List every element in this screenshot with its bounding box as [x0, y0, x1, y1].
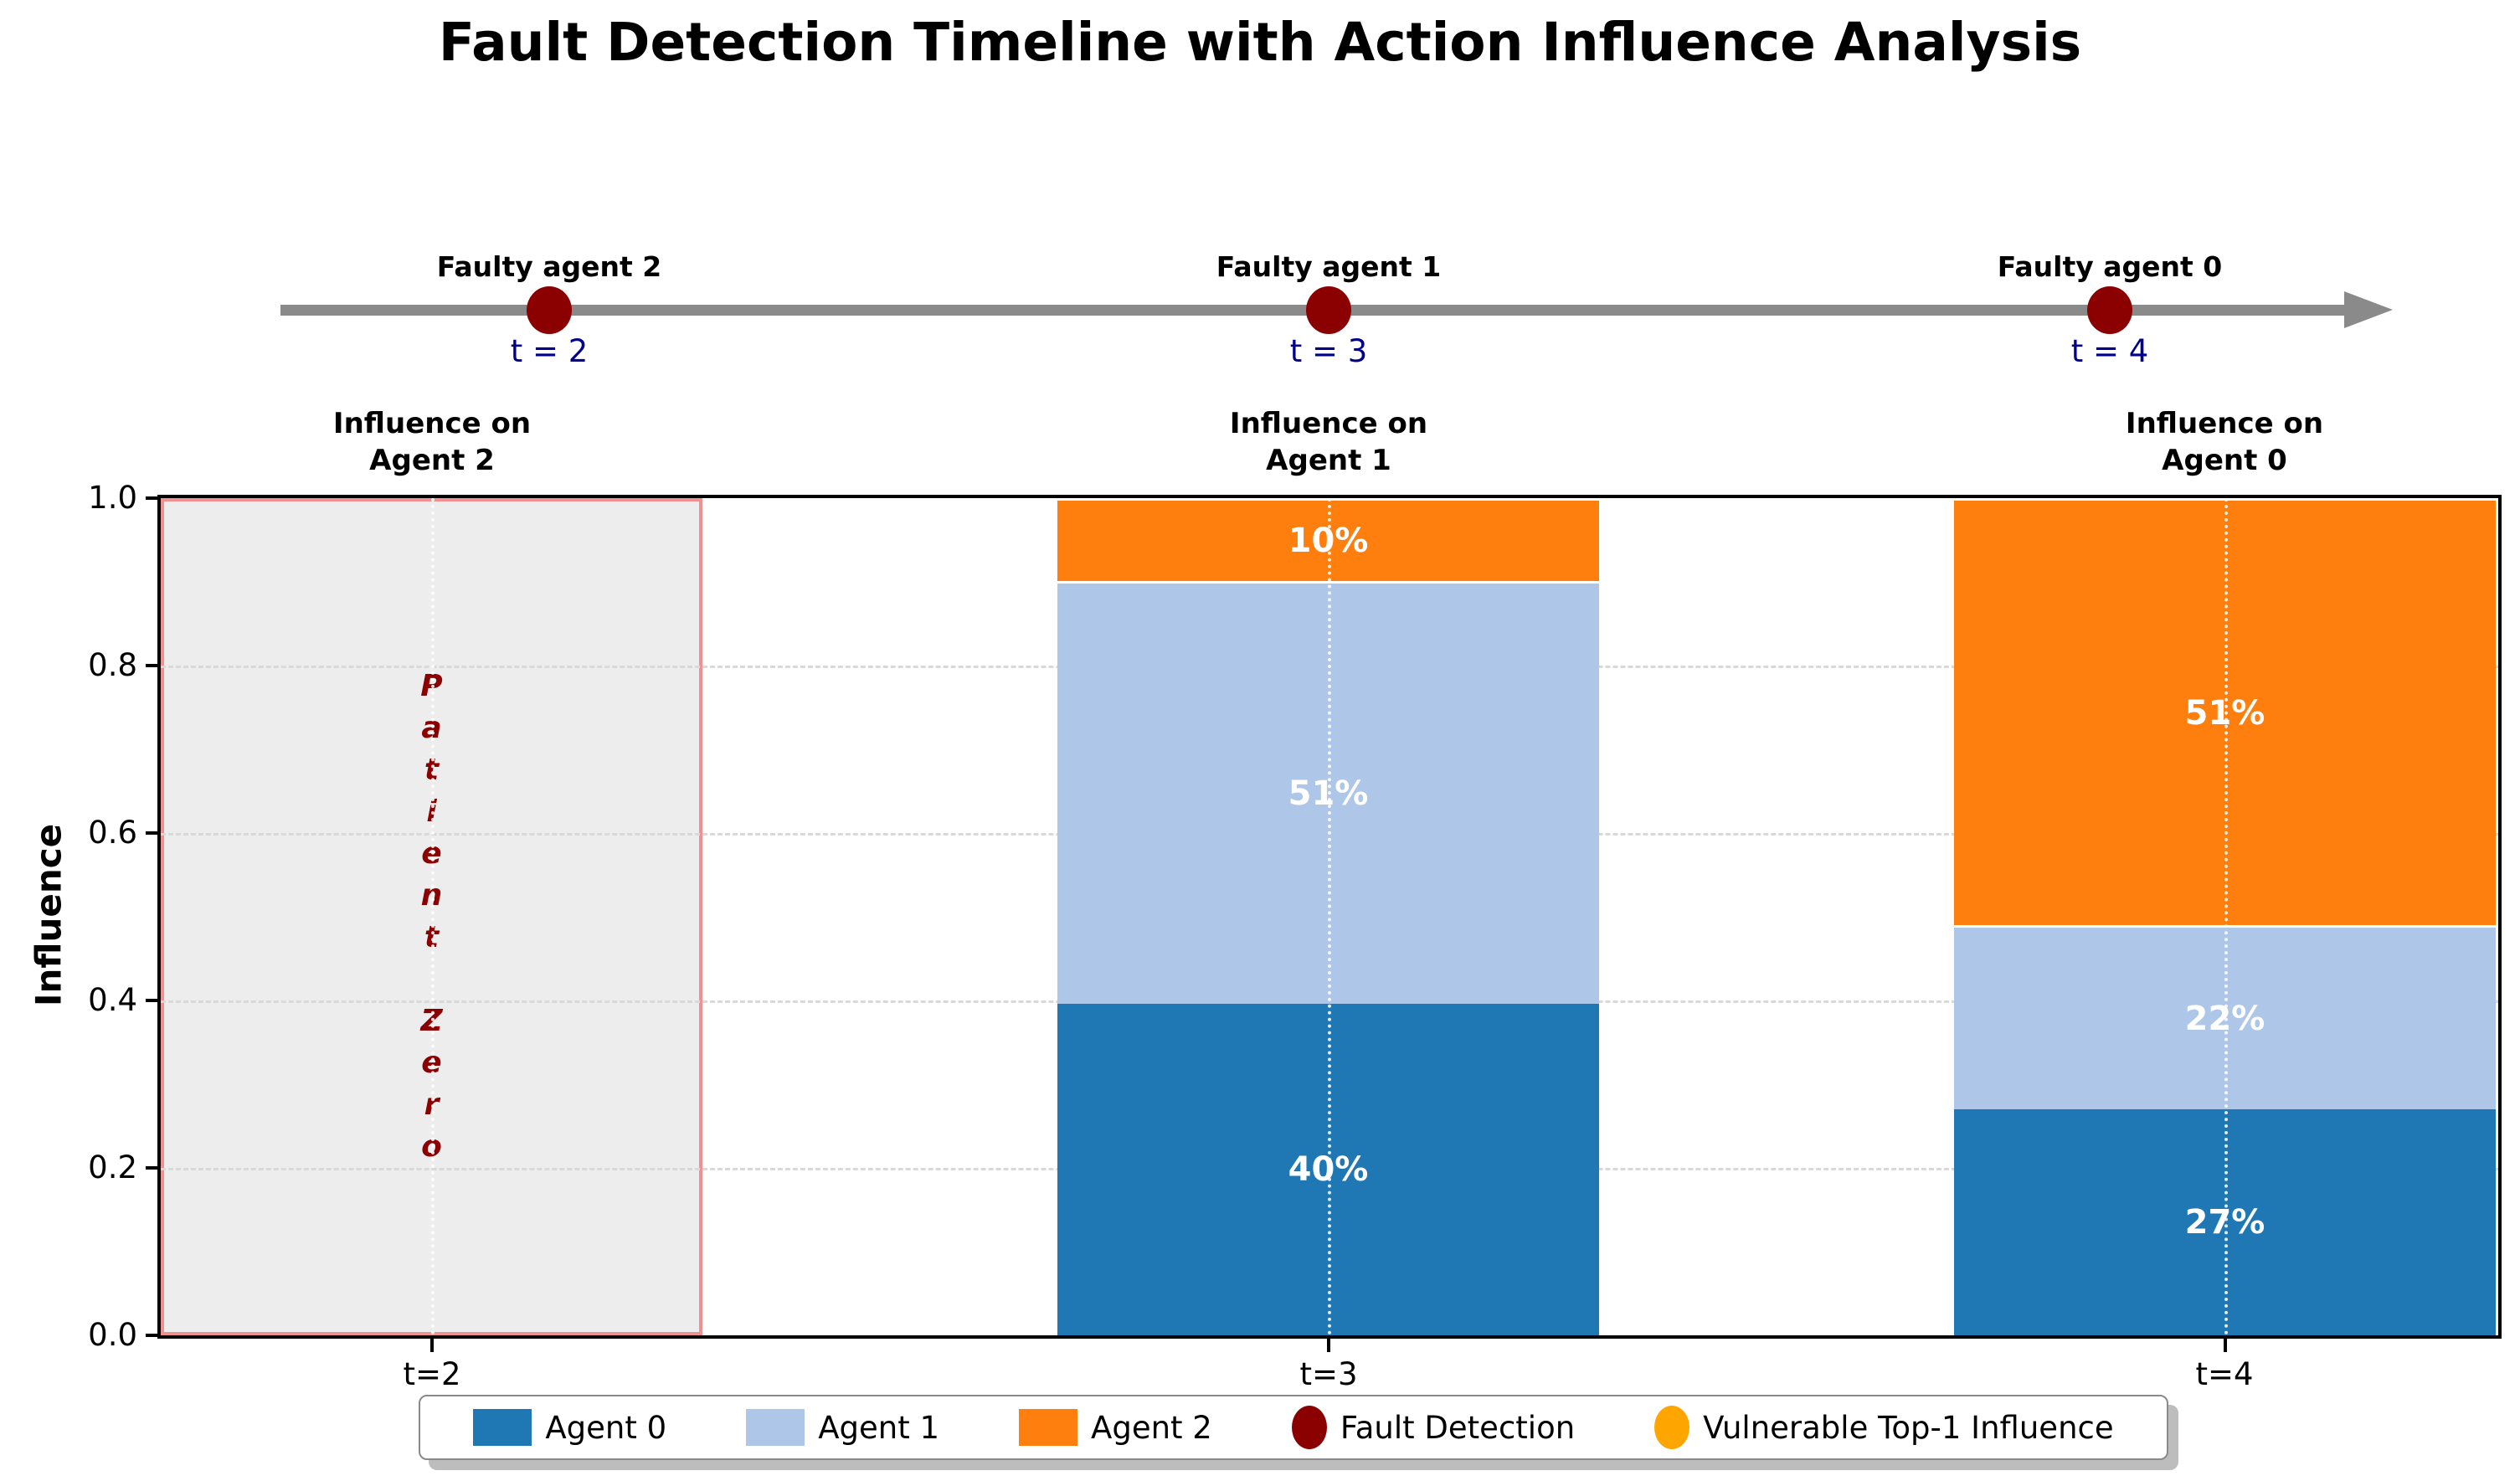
bar-center-guide	[431, 498, 435, 1335]
timeline-time-label: t = 3	[1289, 333, 1368, 369]
fault-detection-marker-icon	[527, 286, 572, 334]
chart-title: Fault Detection Timeline with Action Inf…	[438, 12, 2082, 73]
y-tick-label: 0.8	[88, 647, 137, 683]
y-tick-mark	[146, 496, 157, 500]
legend-item-agent1: Agent 1	[746, 1409, 939, 1446]
column-title: Influence on Agent 0	[2126, 405, 2323, 479]
legend-item-agent2: Agent 2	[1019, 1409, 1212, 1446]
legend-label: Vulnerable Top-1 Influence	[1703, 1409, 2114, 1446]
vulnerable-dot-icon	[1654, 1406, 1690, 1449]
y-tick-mark	[146, 664, 157, 667]
fault-detection-dot-icon	[1291, 1406, 1327, 1449]
y-tick-mark	[146, 1334, 157, 1337]
y-tick-label: 0.0	[88, 1317, 137, 1353]
x-tick-label: t=3	[1299, 1356, 1358, 1392]
x-tick-label: t=4	[2195, 1356, 2254, 1392]
legend-item-fault-detection: Fault Detection	[1291, 1406, 1576, 1449]
legend-label: Agent 0	[545, 1409, 667, 1446]
plot-area: P a t i e n t Z e r o 40% 51% 10% 27% 22…	[157, 495, 2502, 1339]
x-tick-label: t=2	[403, 1356, 461, 1392]
column-title-line2: Agent 0	[2162, 444, 2287, 477]
legend-label: Agent 2	[1091, 1409, 1212, 1446]
column-title-line2: Agent 1	[1266, 444, 1391, 477]
timeline-event-label: Faulty agent 2	[436, 250, 662, 283]
y-tick-label: 0.6	[88, 815, 137, 851]
bar-center-guide	[1328, 498, 1331, 1335]
column-title: Influence on Agent 2	[333, 405, 531, 479]
column-title-line1: Influence on	[332, 407, 532, 440]
timeline-event-label: Faulty agent 1	[1216, 250, 1442, 283]
timeline-arrowhead-icon	[2344, 291, 2393, 328]
agent1-swatch-icon	[746, 1409, 805, 1446]
x-tick-mark	[430, 1339, 434, 1352]
y-tick-label: 1.0	[88, 480, 137, 516]
x-tick-mark	[2224, 1339, 2227, 1352]
x-tick-mark	[1327, 1339, 1330, 1352]
bar-center-guide	[2224, 498, 2228, 1335]
y-tick-mark	[146, 831, 157, 835]
y-tick-mark	[146, 999, 157, 1002]
y-tick-label: 0.2	[88, 1149, 137, 1185]
fault-detection-marker-icon	[2087, 286, 2132, 334]
fault-detection-marker-icon	[1306, 286, 1351, 334]
timeline-time-label: t = 2	[510, 333, 589, 369]
column-title-line1: Influence on	[1229, 407, 1428, 440]
y-tick-mark	[146, 1166, 157, 1170]
legend-label: Fault Detection	[1340, 1409, 1576, 1446]
timeline-event-label: Faulty agent 0	[1997, 250, 2223, 283]
y-tick-label: 0.4	[88, 982, 137, 1018]
legend-item-agent0: Agent 0	[473, 1409, 666, 1446]
column-title: Influence on Agent 1	[1230, 405, 1427, 479]
agent2-swatch-icon	[1019, 1409, 1078, 1446]
column-title-line2: Agent 2	[369, 444, 495, 477]
timeline-time-label: t = 4	[2070, 333, 2149, 369]
legend: Agent 0 Agent 1 Agent 2 Fault Detection …	[419, 1395, 2168, 1460]
agent0-swatch-icon	[473, 1409, 532, 1446]
legend-label: Agent 1	[818, 1409, 940, 1446]
legend-item-vulnerable: Vulnerable Top-1 Influence	[1654, 1406, 2114, 1449]
column-title-line1: Influence on	[2125, 407, 2324, 440]
